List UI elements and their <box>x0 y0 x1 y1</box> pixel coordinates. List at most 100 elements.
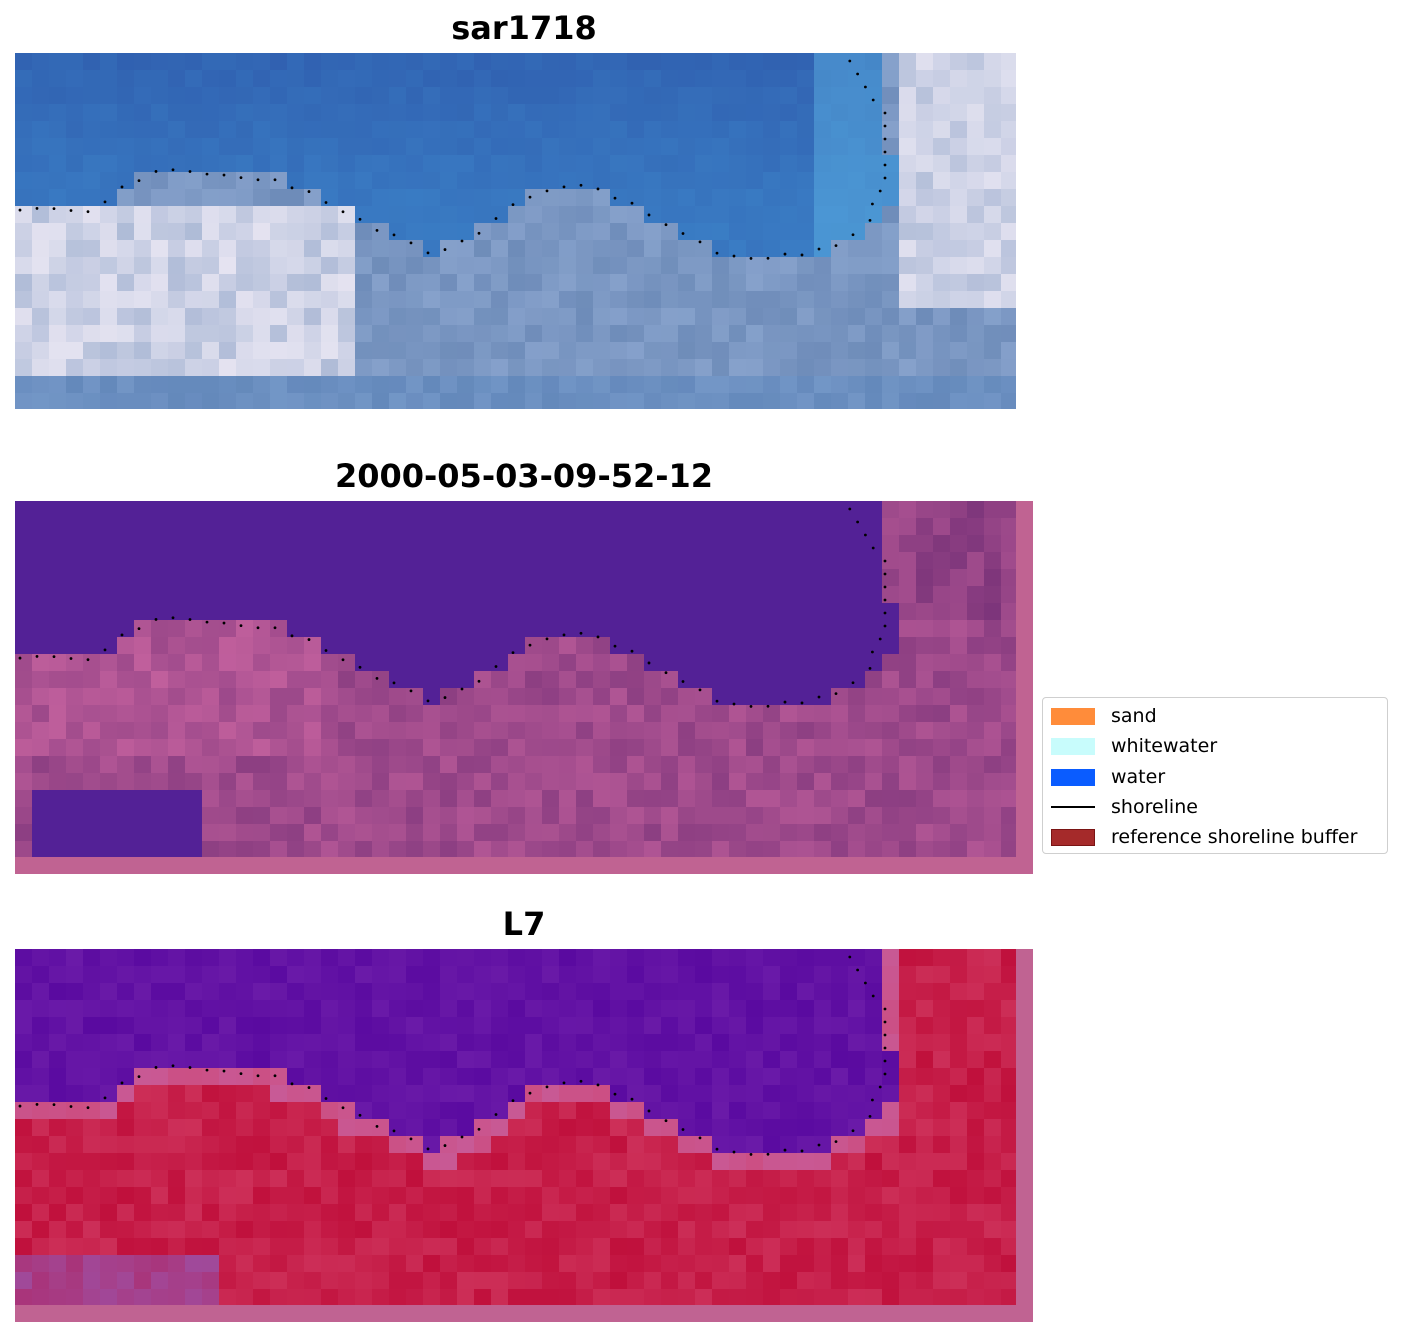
shoreline-point <box>392 681 396 685</box>
index-image-panel <box>15 949 1033 1322</box>
shoreline-point <box>817 247 821 251</box>
shoreline-point <box>871 98 875 102</box>
shoreline-point <box>800 253 804 257</box>
shoreline-point <box>460 239 464 243</box>
shoreline-point <box>273 1074 277 1078</box>
shoreline-point <box>290 186 294 190</box>
buffer-border-right <box>1016 501 1033 874</box>
shoreline-point <box>205 172 209 176</box>
shoreline-point <box>871 202 874 206</box>
rgb-image <box>15 53 1016 409</box>
shoreline-point <box>545 1085 549 1089</box>
shoreline-point <box>698 688 702 692</box>
shoreline-point <box>528 1091 532 1095</box>
shoreline-point <box>86 658 90 662</box>
shoreline-point <box>307 638 311 641</box>
shoreline-point <box>871 1098 874 1102</box>
shoreline-point <box>883 1046 887 1050</box>
shoreline-point <box>630 1097 634 1101</box>
shoreline-point <box>494 217 498 220</box>
shoreline-point <box>324 201 328 204</box>
shoreline-point <box>817 695 821 699</box>
shoreline-point <box>864 533 867 537</box>
shoreline-point <box>878 189 882 193</box>
shoreline-point <box>188 170 192 173</box>
shoreline-point <box>766 704 770 708</box>
shoreline-point <box>732 702 736 706</box>
legend-label: whitewater <box>1111 735 1218 757</box>
shoreline-point <box>766 1152 770 1156</box>
shoreline-point <box>239 176 243 180</box>
shoreline-point <box>562 633 566 637</box>
shoreline-point <box>883 624 887 628</box>
shoreline-point <box>864 981 867 985</box>
shoreline-point <box>545 189 549 193</box>
legend-item-whitewater: whitewater <box>1051 734 1217 758</box>
shoreline-point <box>494 665 498 668</box>
shoreline-point <box>477 1127 481 1131</box>
shoreline-point <box>341 210 345 214</box>
shoreline-point <box>86 210 90 214</box>
shoreline-point <box>864 85 867 89</box>
classified-image <box>15 501 1033 874</box>
shoreline-line-swatch <box>1051 806 1095 808</box>
panel-title-rgb: sar1718 <box>451 9 597 47</box>
shoreline-point <box>878 637 882 641</box>
shoreline-point <box>426 1147 430 1151</box>
shoreline-point <box>883 1033 887 1037</box>
shoreline-point <box>732 1150 736 1154</box>
shoreline-point <box>783 1148 787 1152</box>
pixel-grid <box>15 53 1016 409</box>
shoreline-point <box>154 1066 158 1069</box>
shoreline-point <box>883 176 887 180</box>
shoreline-point <box>851 1129 855 1133</box>
shoreline-point <box>103 1096 107 1100</box>
shoreline-point <box>222 173 226 177</box>
shoreline-point <box>324 1097 328 1100</box>
shoreline-point <box>52 1103 56 1107</box>
rgb-image-panel <box>15 53 1016 409</box>
shoreline-point <box>613 196 617 200</box>
shoreline-point <box>426 699 430 703</box>
shoreline-point <box>511 1099 515 1103</box>
shoreline-point <box>205 620 209 624</box>
shoreline-point <box>817 1143 821 1147</box>
shoreline-point <box>154 618 158 621</box>
shoreline-point <box>715 1147 719 1151</box>
shoreline-point <box>596 635 600 639</box>
shoreline-point <box>69 657 73 660</box>
shoreline-point <box>409 241 413 245</box>
panel-title-classified: 2000-05-03-09-52-12 <box>334 457 714 495</box>
shoreline-point <box>856 520 859 524</box>
shoreline-point <box>188 1066 192 1069</box>
shoreline-point <box>273 626 277 630</box>
legend-label: reference shoreline buffer <box>1111 826 1358 848</box>
shoreline-point <box>358 217 362 221</box>
shoreline-point <box>528 195 532 199</box>
shoreline-point <box>375 677 379 680</box>
shoreline-point <box>856 968 859 972</box>
shoreline-point <box>69 1105 73 1108</box>
shoreline-point <box>579 183 583 187</box>
shoreline-point <box>868 1115 872 1118</box>
shoreline-point <box>35 207 39 210</box>
legend-label: sand <box>1111 705 1157 727</box>
shoreline-point <box>562 1081 566 1085</box>
shoreline-point <box>647 661 651 665</box>
shoreline-point <box>868 667 872 670</box>
shoreline-point <box>883 559 887 563</box>
shoreline-point <box>511 651 515 655</box>
shoreline-point <box>443 1144 447 1147</box>
shoreline-point <box>52 207 56 211</box>
shoreline-point <box>341 1106 345 1110</box>
shoreline-point <box>35 655 39 658</box>
shoreline-point <box>871 650 874 654</box>
shoreline-point <box>856 72 859 76</box>
shoreline-point <box>883 598 887 602</box>
shoreline-point <box>171 1064 175 1068</box>
shoreline-point <box>511 203 515 207</box>
shoreline-point <box>120 1081 124 1085</box>
shoreline-point <box>749 705 753 708</box>
shoreline-point <box>477 231 481 235</box>
shoreline-point <box>883 1072 887 1076</box>
